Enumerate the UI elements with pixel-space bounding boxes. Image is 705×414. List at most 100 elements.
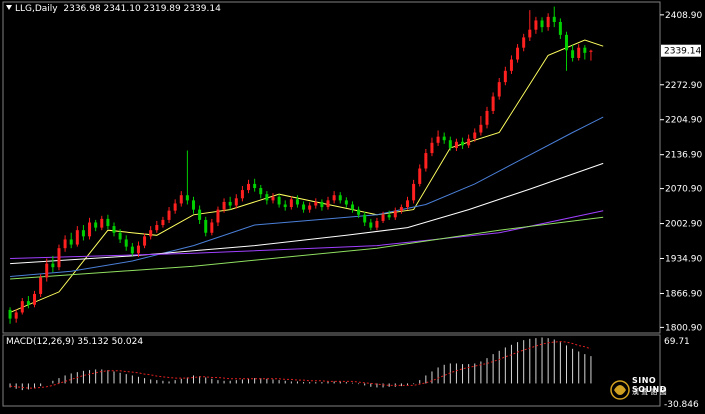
candle-body xyxy=(14,312,18,319)
dropdown-triangle-icon xyxy=(6,5,12,10)
candle-body xyxy=(136,245,140,254)
candle-body xyxy=(81,230,85,237)
candle-body xyxy=(179,195,183,204)
candle-body xyxy=(149,230,153,237)
candle-body xyxy=(124,239,128,247)
candle-body xyxy=(26,301,30,305)
candle-body xyxy=(436,136,440,143)
candle-body xyxy=(8,309,12,319)
macd-header: MACD(12,26,9) 35.132 50.024 xyxy=(6,337,144,347)
candle-body xyxy=(185,195,189,201)
candle-body xyxy=(167,210,171,220)
price-tick-label: 1866.90 xyxy=(665,289,702,299)
price-tick-label: 2408.90 xyxy=(665,11,702,21)
candle-body xyxy=(509,59,513,71)
candle-body xyxy=(308,205,312,210)
candle-body xyxy=(161,219,165,226)
price-tick-label: 1800.90 xyxy=(665,323,702,333)
candle-body xyxy=(130,246,134,254)
ma240-line xyxy=(10,216,604,280)
candle-body xyxy=(479,124,483,133)
candle-body xyxy=(289,199,293,208)
sino-sound-logo: SINO SOUND 漢 聲 語 國 xyxy=(610,376,670,406)
logo-name: SINO SOUND xyxy=(632,376,667,394)
candle-body xyxy=(45,263,49,278)
ma20-line xyxy=(10,116,604,277)
candle-body xyxy=(442,136,446,141)
price-tick-label: 2272.90 xyxy=(665,81,702,91)
candle-body xyxy=(39,277,43,294)
candle-body xyxy=(75,230,79,245)
candle-body xyxy=(430,142,434,154)
candle-body xyxy=(234,198,238,206)
candle-body xyxy=(338,195,342,201)
ma5-line xyxy=(9,39,604,313)
chart-header: LLG,Daily 2336.98 2341.10 2319.89 2339.1… xyxy=(6,4,221,14)
candle-body xyxy=(583,47,587,53)
candle-body xyxy=(485,110,489,125)
candle-body xyxy=(204,219,208,233)
candle-body xyxy=(491,96,495,111)
candle-body xyxy=(326,200,330,208)
candle-body xyxy=(350,204,354,210)
candle-body xyxy=(283,204,287,208)
candle-body xyxy=(497,82,501,97)
candle-body xyxy=(112,226,116,233)
candle-body xyxy=(155,225,159,231)
candle-body xyxy=(528,29,532,38)
candle-body xyxy=(173,203,177,211)
ma120-line xyxy=(10,210,604,259)
candle-body xyxy=(571,50,575,58)
candle-body xyxy=(540,20,544,28)
candle-body xyxy=(503,70,507,83)
candle-body xyxy=(467,138,471,146)
candle-body xyxy=(534,20,538,30)
candle-body xyxy=(210,222,214,233)
candle-body xyxy=(448,140,452,148)
candle-body xyxy=(564,34,568,51)
price-tick-label: 2136.90 xyxy=(665,151,702,161)
price-tick-label: 2204.90 xyxy=(665,116,702,126)
candle-body xyxy=(387,214,391,218)
candle-body xyxy=(228,201,232,206)
candle-body xyxy=(546,16,550,28)
candle-body xyxy=(516,47,520,60)
candle-body xyxy=(381,214,385,221)
candle-body xyxy=(222,201,226,210)
candle-body xyxy=(589,50,593,52)
candle-body xyxy=(198,209,202,220)
candle-body xyxy=(406,200,410,208)
candle-body xyxy=(363,214,367,223)
candle-body xyxy=(106,218,110,227)
logo-subtitle: 漢 聲 語 國 xyxy=(632,388,667,396)
logo-emblem-icon xyxy=(610,380,630,400)
candle-body xyxy=(320,201,324,208)
macd-axis-bottom: -30.846 xyxy=(664,400,699,410)
candle-body xyxy=(375,220,379,228)
price-tick-label: 2002.90 xyxy=(665,220,702,230)
candle-body xyxy=(295,199,299,205)
candle-body xyxy=(393,210,397,218)
macd-signal-line xyxy=(10,340,592,389)
candle-body xyxy=(57,248,61,268)
candle-body xyxy=(118,232,122,240)
candle-body xyxy=(558,21,562,35)
candle-body xyxy=(240,190,244,199)
candle-body xyxy=(522,37,526,48)
candle-body xyxy=(399,207,403,211)
candle-body xyxy=(473,132,477,139)
ohlc-values: 2336.98 2341.10 2319.89 2339.14 xyxy=(63,4,221,14)
candle-body xyxy=(191,200,195,210)
candle-body xyxy=(332,195,336,201)
candle-body xyxy=(253,183,257,189)
candle-body xyxy=(302,204,306,210)
candle-body xyxy=(259,188,263,195)
macd-axis-top: 69.71 xyxy=(664,337,690,347)
candle-body xyxy=(20,301,24,313)
candle-body xyxy=(344,200,348,205)
price-tick-label: 2070.90 xyxy=(665,185,702,195)
symbol-label: LLG,Daily xyxy=(15,4,58,14)
candle-body xyxy=(94,222,98,228)
